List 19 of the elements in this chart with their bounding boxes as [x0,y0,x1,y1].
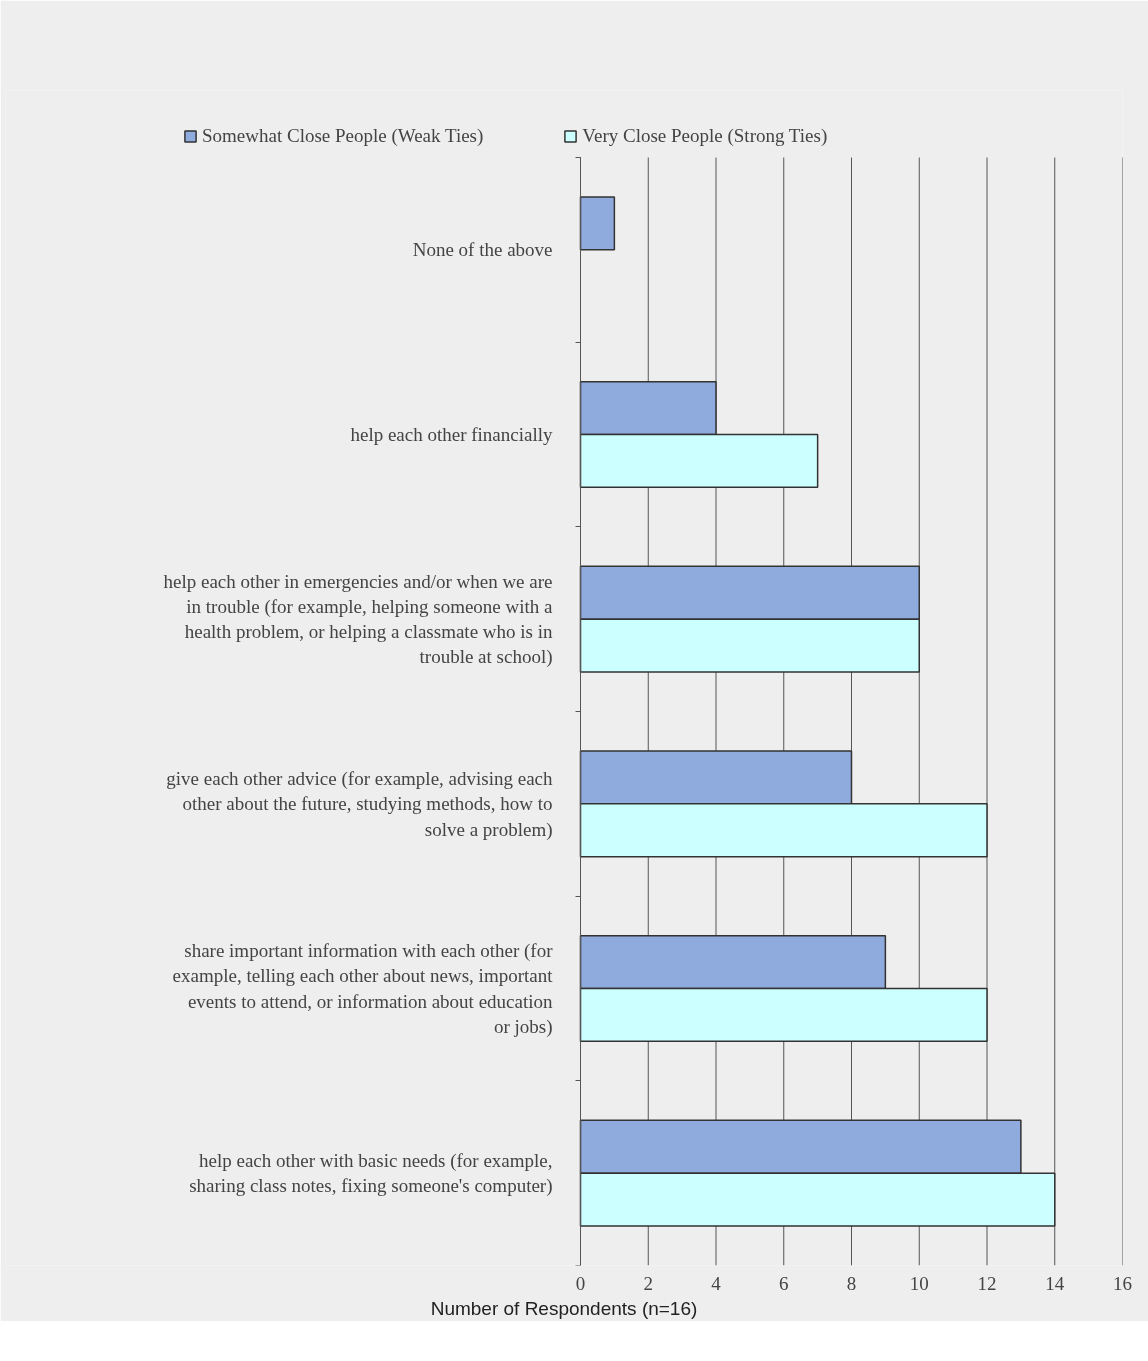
x-tick-label: 16 [1113,1272,1132,1294]
x-axis-title: Number of Respondents (n=16) [430,1297,698,1319]
y-tick-label: give each other advice (for example, advising each other about the future, studying methods, how to solve a problem) [166,768,553,841]
legend-label: Somewhat Close People (Weak Ties) [202,125,484,147]
bar [579,196,616,251]
y-tick-label: None of the above [412,239,553,261]
x-tick-label: 4 [711,1272,722,1294]
y-tick-label: share important information with each other (for example, telling each other about news, important events to attend, or information about education or jobs) [172,940,554,1038]
x-tick-label: 14 [1045,1272,1065,1294]
x-tick-label: 8 [846,1272,857,1294]
x-tick-label: 2 [643,1272,653,1294]
legend-label: Very Close People (Strong Ties) [582,125,828,147]
x-tick-label: 12 [977,1272,997,1294]
x-tick-label: 10 [909,1272,929,1294]
y-tick-label: help each other with basic needs (for example, sharing class notes, fixing someone's computer) [189,1150,553,1198]
x-tick-label: 0 [575,1272,586,1294]
y-tick-label: help each other financially [350,424,553,445]
x-tick-label: 6 [779,1272,789,1294]
y-tick-label: help each other in emergencies and/or when we are in trouble (for example, helping someone with a health problem, or helping a classmate who is in trouble at school) [163,570,554,669]
